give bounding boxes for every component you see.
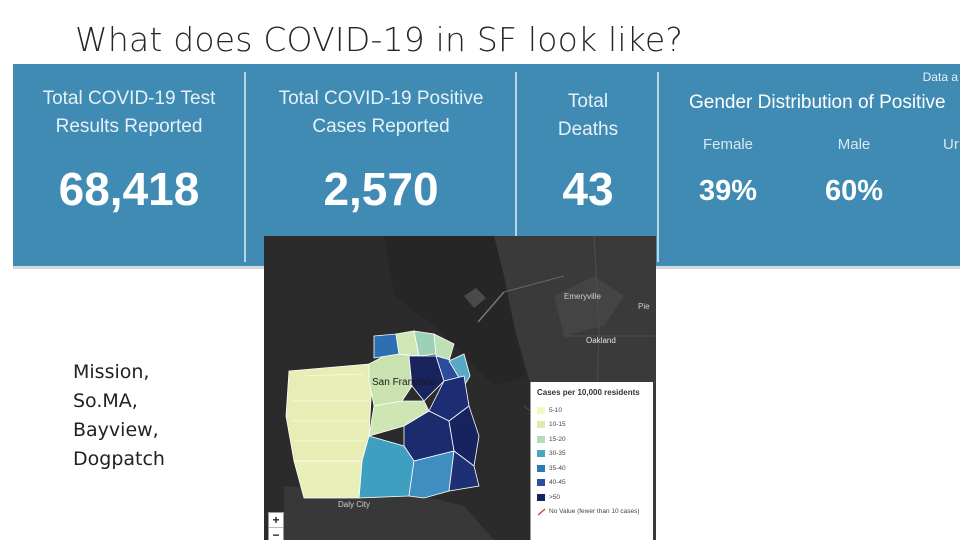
card-divider <box>244 72 246 262</box>
total-positive-card: Total COVID-19 Positive Cases Reported 2… <box>247 64 515 268</box>
legend-item: 35-40 <box>531 461 653 476</box>
total-tests-label-line2: Results Reported <box>55 116 203 137</box>
gender-distribution-title: Gender Distribution of Positive <box>689 92 946 113</box>
legend-swatch <box>537 493 545 501</box>
gender-male-value: 60% <box>824 175 884 207</box>
gender-unknown-label: Ur <box>943 136 959 153</box>
gender-male-label: Male <box>837 136 871 153</box>
legend-swatch <box>537 406 545 414</box>
total-deaths-card: Total Deaths 43 <box>518 64 658 268</box>
legend-swatch <box>537 450 545 458</box>
legend-item-label: 10-15 <box>549 421 566 429</box>
gender-unknown-col: Ur <box>943 136 960 153</box>
neighborhood-note: Mission, So.MA, Bayview, Dogpatch <box>73 358 165 474</box>
data-as-of-label: Data a <box>922 70 958 84</box>
legend-item: 40-45 <box>531 476 653 491</box>
total-deaths-label-line1: Total <box>567 91 609 112</box>
map-label-san-francisco: San Francisco <box>372 377 436 388</box>
total-deaths-value: 43 <box>562 163 614 215</box>
slide-title: What does COVID-19 in SF look like? <box>75 20 684 59</box>
map-label-oakland: Oakland <box>586 336 616 345</box>
map-zoom-control: + − <box>268 512 284 540</box>
total-positive-label-line2: Cases Reported <box>312 116 450 137</box>
covid-dashboard-panel: Total COVID-19 Test Results Reported 68,… <box>13 64 960 268</box>
legend-item-label: >50 <box>549 493 561 501</box>
map-label-daly-city: Daly City <box>338 500 371 509</box>
legend-swatch <box>537 464 545 472</box>
legend-title: Cases per 10,000 residents <box>537 388 640 397</box>
total-tests-value: 68,418 <box>58 163 200 215</box>
total-tests-label-line1: Total COVID-19 Test <box>42 88 216 109</box>
card-divider <box>657 72 659 262</box>
legend-item: 30-35 <box>531 447 653 462</box>
legend-item: No Value (fewer than 10 cases) <box>531 505 653 520</box>
total-positive-label-line1: Total COVID-19 Positive <box>278 88 484 109</box>
total-deaths-label-line2: Deaths <box>557 119 619 140</box>
legend-item: 15-20 <box>531 432 653 447</box>
legend-item-label: 40-45 <box>549 479 566 487</box>
gender-female-value: 39% <box>698 175 758 207</box>
gender-female-label: Female <box>702 136 754 153</box>
legend-item: >50 <box>531 490 653 505</box>
legend-swatch <box>537 421 545 429</box>
legend-item-label: No Value (fewer than 10 cases) <box>549 508 640 516</box>
neighborhood-dogpatch: Dogpatch <box>73 448 165 470</box>
card-divider <box>515 72 517 262</box>
gender-female-col: Female 39% <box>693 136 763 208</box>
legend-item: 10-15 <box>531 418 653 433</box>
map-label-piedmont: Pie <box>638 302 650 311</box>
neighborhood-mission: Mission, <box>73 361 150 383</box>
sf-case-map[interactable]: San Francisco Emeryville Oakland Daly Ci… <box>264 236 656 540</box>
gender-male-col: Male 60% <box>819 136 889 208</box>
neighborhood-soma: So.MA, <box>73 390 138 412</box>
map-legend: Cases per 10,000 residents 5-10 10-15 15… <box>530 382 653 540</box>
legend-item-label: 35-40 <box>549 464 566 472</box>
total-positive-value: 2,570 <box>323 163 439 215</box>
legend-item: 5-10 <box>531 403 653 418</box>
zoom-out-button[interactable]: − <box>272 528 280 540</box>
zoom-in-button[interactable]: + <box>269 513 283 528</box>
legend-item-label: 15-20 <box>549 435 566 443</box>
neighborhood-bayview: Bayview, <box>73 419 159 441</box>
legend-item-label: 5-10 <box>549 406 563 414</box>
legend-swatch <box>537 479 545 487</box>
legend-swatch <box>537 435 545 443</box>
map-label-emeryville: Emeryville <box>564 292 601 301</box>
total-tests-card: Total COVID-19 Test Results Reported 68,… <box>13 64 245 268</box>
legend-item-label: 30-35 <box>549 450 566 458</box>
no-value-slash-icon <box>537 508 546 516</box>
